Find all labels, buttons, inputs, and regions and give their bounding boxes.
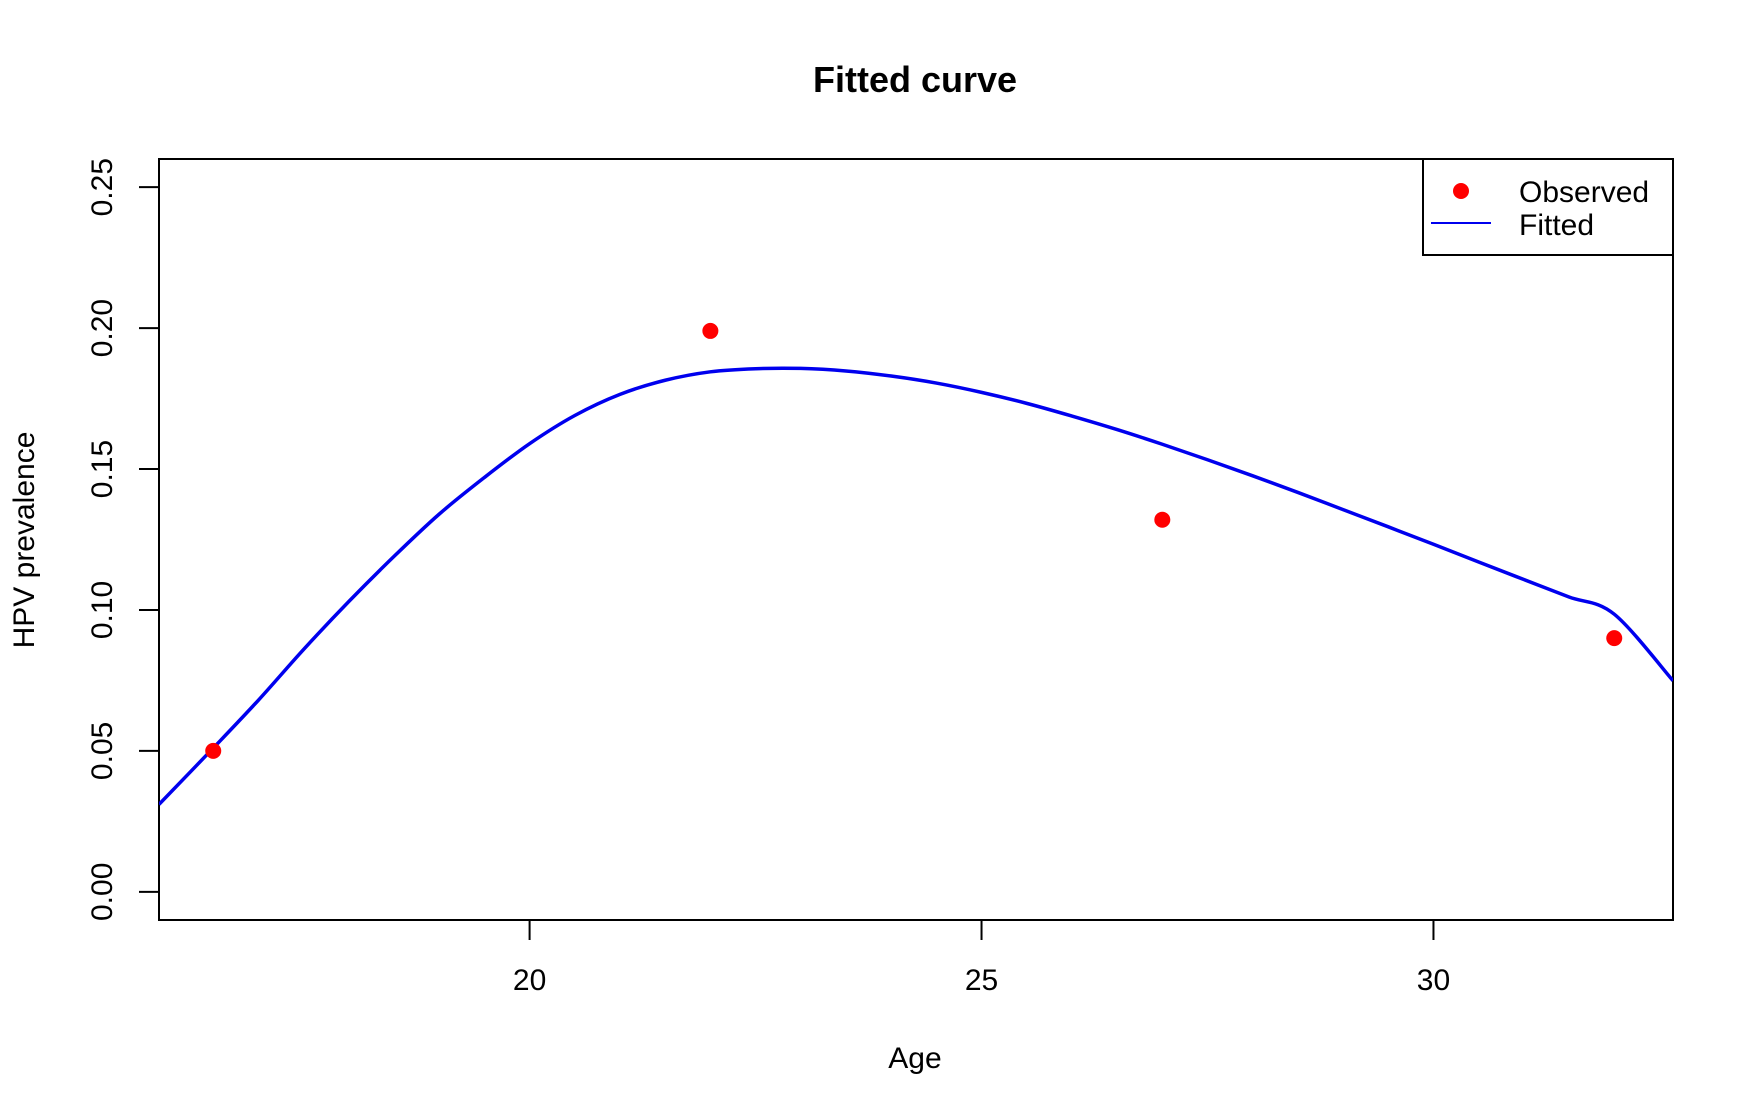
y-tick-label: 0.10 [86,581,119,639]
legend-fitted-label: Fitted [1519,209,1594,242]
x-tick-label: 25 [965,964,998,997]
legend-observed-marker [1453,183,1469,199]
y-tick-label: 0.15 [86,440,119,498]
y-tick-label: 0.05 [86,722,119,780]
observed-point [1154,511,1171,528]
x-tick-label: 30 [1417,964,1450,997]
legend-box [1422,158,1674,256]
observed-point [1606,630,1623,647]
observed-point [702,322,719,339]
plot-area [159,322,1673,806]
plot-frame [158,158,1674,921]
legend-observed-label: Observed [1519,176,1649,209]
y-axis-label: HPV prevalence [8,432,41,649]
y-tick-label: 0.00 [86,863,119,921]
x-tick-label: 20 [513,964,546,997]
x-axis-label: Age [888,1042,941,1075]
chart-title: Fitted curve [813,59,1017,100]
y-tick-label: 0.20 [86,299,119,357]
y-axis: 0.00 0.05 0.10 0.15 0.20 0.25 [86,158,160,921]
x-axis: 20 25 30 [513,919,1450,997]
legend: Observed Fitted [1422,158,1674,256]
observed-point [205,742,222,759]
y-tick-label: 0.25 [86,158,119,216]
fitted-curve [159,366,1673,806]
